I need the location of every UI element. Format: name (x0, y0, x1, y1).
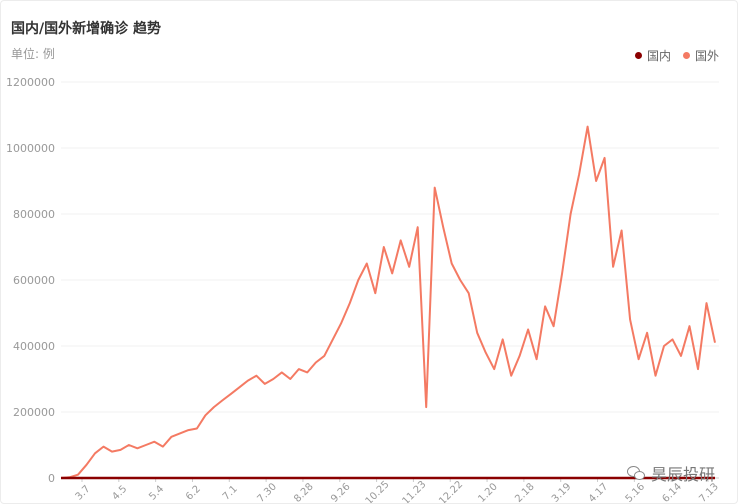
x-tick-label: 12.22 (437, 479, 465, 503)
x-tick-label: 4.5 (110, 484, 129, 503)
y-tick-label: 800000 (13, 208, 55, 221)
y-tick-label: 1000000 (6, 142, 55, 155)
x-tick-label: 1.20 (476, 481, 500, 503)
y-tick-label: 200000 (13, 406, 55, 419)
watermark-text: 昊辰投研 (651, 461, 715, 485)
y-tick-label: 600000 (13, 274, 55, 287)
x-tick-label: 10.25 (364, 479, 392, 503)
x-tick-label: 7.1 (221, 484, 240, 503)
x-tick-label: 7.30 (255, 481, 279, 503)
x-tick-label: 8.28 (292, 481, 316, 503)
y-tick-label: 400000 (13, 340, 55, 353)
x-tick-label: 9.26 (329, 481, 353, 503)
x-tick-label: 6.2 (184, 484, 203, 503)
x-tick-label: 3.19 (550, 481, 574, 503)
series-line (61, 127, 715, 478)
wechat-icon (627, 466, 645, 480)
y-tick-label: 1200000 (6, 76, 55, 89)
watermark: 昊辰投研 (627, 461, 715, 485)
x-tick-label: 4.17 (587, 481, 611, 503)
x-tick-label: 11.23 (400, 479, 428, 503)
x-tick-label: 3.7 (74, 484, 93, 503)
x-tick-label: 5.4 (147, 484, 166, 503)
x-tick-label: 2.18 (513, 481, 537, 503)
y-tick-label: 0 (48, 472, 55, 485)
